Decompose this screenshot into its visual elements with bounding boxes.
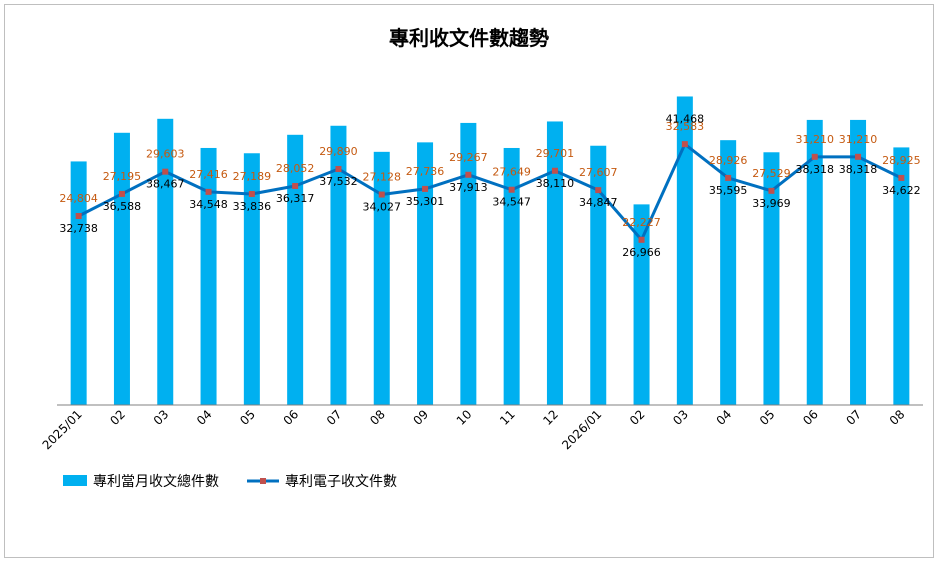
line-point [552,168,558,174]
line-data-label: 31,210 [796,133,835,146]
line-data-label: 28,925 [882,154,921,167]
legend: 專利當月收文總件數 專利電子收文件數 [63,473,397,490]
x-tick-label: 04 [714,407,735,428]
chart-title: 專利收文件數趨勢 [389,26,549,50]
legend-line-label: 專利電子收文件數 [285,474,397,490]
bar-data-label: 35,595 [709,184,748,197]
bar-data-label: 34,548 [189,198,228,211]
legend-bar-label: 專利當月收文總件數 [93,473,219,490]
line-point [162,169,168,175]
bar-data-label: 37,532 [319,175,358,188]
line-point [509,187,515,193]
x-tick-label: 07 [324,407,345,428]
x-tick-label: 02 [107,407,128,428]
line-data-label: 28,052 [276,162,315,175]
x-tick-label: 12 [540,407,561,428]
bar [547,121,563,405]
bar-data-label: 35,301 [406,195,445,208]
x-tick-label: 09 [410,407,431,428]
legend-line-marker [260,478,266,484]
bar-data-label: 34,622 [882,184,921,197]
x-tick-label: 02 [627,407,648,428]
bar [460,123,476,405]
line-point [249,191,255,197]
bar-data-label: 38,467 [146,178,185,191]
line-data-label: 27,416 [189,168,228,181]
bar-data-label: 34,847 [579,196,618,209]
bar-data-label: 26,966 [622,246,661,259]
line-point [465,172,471,178]
bar-data-label: 34,547 [492,196,531,209]
x-tick-label: 07 [843,407,864,428]
bar-data-label: 33,836 [233,200,272,213]
bar-data-label: 36,317 [276,192,315,205]
line-point [725,175,731,181]
x-tick-label: 05 [757,407,778,428]
line-data-label: 27,128 [363,171,402,184]
line-data-label: 27,649 [492,166,531,179]
line-point [379,192,385,198]
x-tick-label: 06 [800,407,821,428]
bar-data-label: 34,027 [363,201,402,214]
x-tick-label: 03 [670,407,691,428]
bar [590,146,606,405]
line-data-label: 22,227 [622,216,661,229]
bar-data-label: 38,318 [839,163,878,176]
line-data-label: 27,607 [579,166,618,179]
line-point [898,175,904,181]
line-data-label: 27,189 [233,170,272,183]
line-data-label: 29,603 [146,148,185,161]
x-tick-label: 04 [194,407,215,428]
line-point [422,186,428,192]
line-data-label: 28,926 [709,154,748,167]
line-point [812,154,818,160]
x-tick-label: 11 [497,407,518,428]
line-point [292,183,298,189]
line-data-label: 24,804 [59,192,98,205]
x-tick-label: 06 [281,407,302,428]
x-tick-label: 08 [367,407,388,428]
legend-bar-swatch [63,475,87,486]
line-data-label: 31,210 [839,133,878,146]
line-point [335,166,341,172]
bar [287,135,303,405]
line-data-label: 29,701 [536,147,575,160]
line-point [206,189,212,195]
chart-frame: 專利收文件數趨勢 24,804 27,195 29,603 27,416 27,189 2… [4,4,934,558]
bar-data-label: 38,110 [536,177,575,190]
line-data-label: 27,736 [406,165,445,178]
line-point [119,191,125,197]
bar-data-label: 41,468 [666,112,705,125]
line-data-label: 29,890 [319,145,358,158]
line-point [855,154,861,160]
bar-data-label: 37,913 [449,181,488,194]
x-tick-label: 10 [454,407,475,428]
bar [157,119,173,405]
line-point [595,187,601,193]
bar-data-label: 32,738 [59,222,98,235]
bar-data-label: 38,318 [796,163,835,176]
x-tick-label: 2026/01 [559,407,604,452]
bar [417,142,433,405]
x-tick-label: 03 [151,407,172,428]
line-data-label: 29,267 [449,151,488,164]
line-data-label: 27,195 [103,170,142,183]
line-point [682,141,688,147]
line-point [639,237,645,243]
bar [201,148,217,405]
x-tick-label: 08 [887,407,908,428]
x-tick-label: 2025/01 [40,407,85,452]
line-data-label: 27,529 [752,167,791,180]
chart: 專利收文件數趨勢 24,804 27,195 29,603 27,416 27,189 2… [5,5,933,557]
bar-data-label: 36,588 [103,200,142,213]
line-point [76,213,82,219]
x-tick-label: 05 [237,407,258,428]
line-point [768,188,774,194]
bar-data-label: 33,969 [752,197,791,210]
